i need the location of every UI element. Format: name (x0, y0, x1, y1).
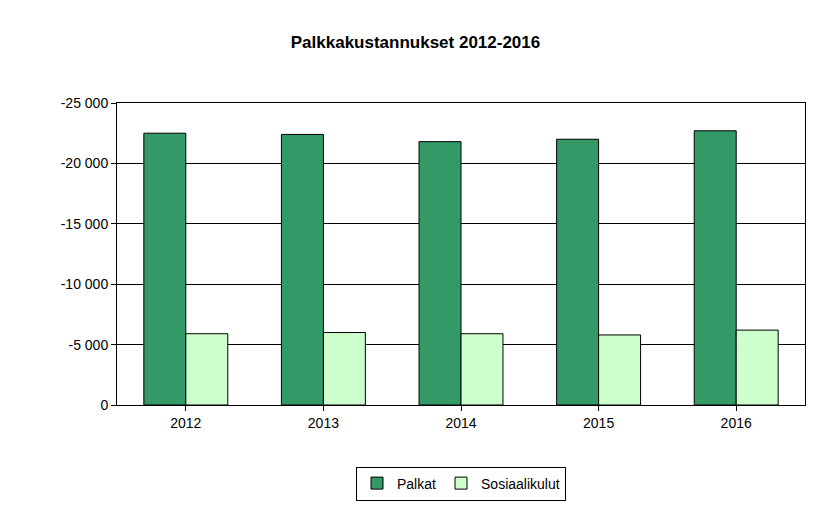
svg-text:-5 000: -5 000 (68, 337, 108, 353)
svg-text:0: 0 (100, 397, 108, 413)
svg-text:-15 000: -15 000 (61, 216, 109, 232)
svg-text:2013: 2013 (308, 415, 339, 431)
svg-text:Sosiaalikulut: Sosiaalikulut (481, 476, 560, 492)
svg-text:2016: 2016 (721, 415, 752, 431)
svg-text:Palkkakustannukset 2012-2016: Palkkakustannukset 2012-2016 (291, 33, 541, 52)
svg-text:2012: 2012 (170, 415, 201, 431)
svg-text:2014: 2014 (445, 415, 476, 431)
svg-text:Palkat: Palkat (397, 476, 436, 492)
svg-text:-10 000: -10 000 (61, 276, 109, 292)
svg-text:2015: 2015 (583, 415, 614, 431)
svg-text:-20 000: -20 000 (61, 155, 109, 171)
svg-text:-25 000: -25 000 (61, 95, 109, 111)
